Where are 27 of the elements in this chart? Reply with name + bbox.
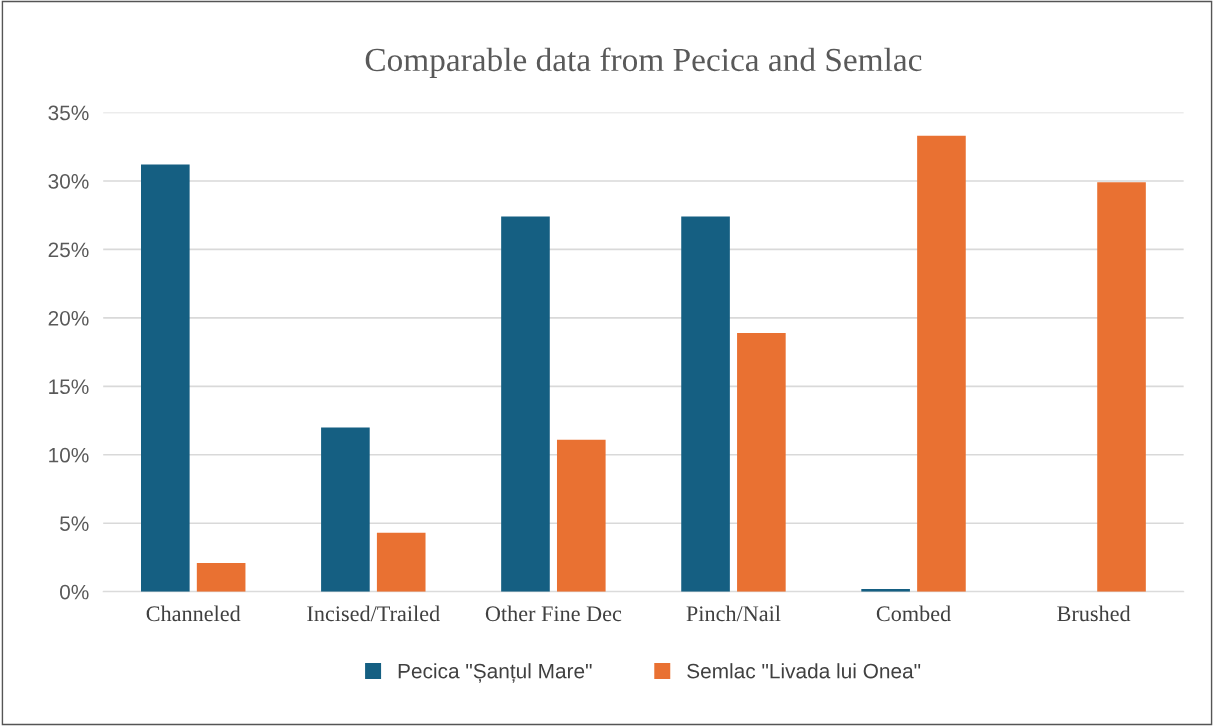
legend-label: Semlac "Livada lui Onea" [687, 663, 921, 679]
bar [501, 216, 550, 592]
bar [376, 532, 426, 592]
bar [1097, 182, 1146, 592]
x-tick-label: Combed [876, 605, 951, 622]
y-tick-label: 0% [60, 584, 89, 600]
x-tick-label: Brushed [1057, 605, 1131, 622]
x-tick-label: Channeled [146, 605, 241, 622]
y-tick-label: 35% [48, 105, 89, 121]
bar [556, 439, 606, 592]
bar [196, 562, 246, 592]
legend-label: Pecica "Șanțul Mare" [398, 663, 592, 683]
y-tick-label: 25% [48, 242, 89, 258]
bar [141, 164, 190, 592]
bar [321, 427, 370, 592]
y-tick-label: 5% [60, 516, 89, 531]
chart-title: Comparable data from Pecica and Semlac [365, 47, 922, 78]
y-tick-label: 10% [49, 447, 89, 463]
x-tick-label: Pinch/Nail [686, 605, 781, 622]
x-tick-label: Other Fine Dec [485, 605, 622, 622]
y-tick-label: 20% [48, 310, 89, 326]
y-tick-label: 15% [49, 379, 89, 395]
bar [737, 332, 786, 592]
bar [681, 216, 730, 592]
bar [917, 135, 966, 592]
y-tick-label: 30% [48, 173, 89, 189]
x-tick-label: Incised/Trailed [307, 605, 440, 622]
